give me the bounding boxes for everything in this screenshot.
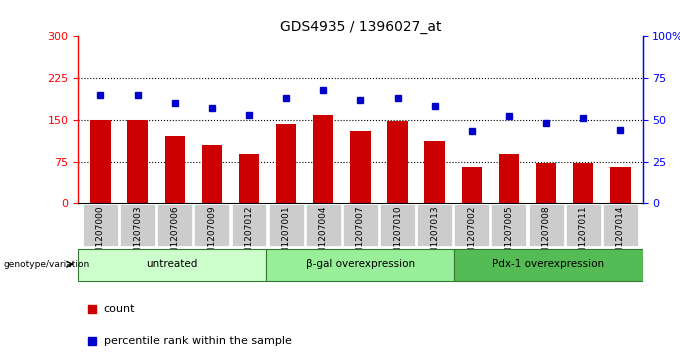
Text: GSM1207009: GSM1207009 bbox=[207, 205, 216, 266]
Text: GSM1207006: GSM1207006 bbox=[170, 205, 180, 266]
Bar bbox=[267, 249, 454, 281]
Bar bbox=[454, 249, 643, 281]
Text: genotype/variation: genotype/variation bbox=[4, 260, 90, 269]
Bar bbox=[306, 204, 341, 246]
Bar bbox=[194, 204, 229, 246]
Bar bbox=[462, 167, 482, 203]
Bar bbox=[536, 163, 556, 203]
Text: percentile rank within the sample: percentile rank within the sample bbox=[103, 336, 292, 346]
Text: β-gal overexpression: β-gal overexpression bbox=[306, 259, 415, 269]
Text: GSM1207003: GSM1207003 bbox=[133, 205, 142, 266]
Bar bbox=[165, 136, 185, 203]
Text: GSM1207000: GSM1207000 bbox=[96, 205, 105, 266]
Bar bbox=[202, 145, 222, 203]
Text: GSM1207002: GSM1207002 bbox=[467, 205, 476, 265]
Bar bbox=[232, 204, 267, 246]
Bar bbox=[528, 204, 564, 246]
Bar bbox=[424, 141, 445, 203]
Bar bbox=[498, 154, 519, 203]
Bar bbox=[610, 167, 630, 203]
Text: count: count bbox=[103, 304, 135, 314]
Text: GSM1207005: GSM1207005 bbox=[505, 205, 513, 266]
Bar bbox=[573, 163, 594, 203]
Text: GSM1207010: GSM1207010 bbox=[393, 205, 402, 266]
Bar bbox=[492, 204, 526, 246]
Text: GSM1207007: GSM1207007 bbox=[356, 205, 365, 266]
Bar bbox=[127, 120, 148, 203]
Bar bbox=[83, 204, 118, 246]
Bar bbox=[269, 204, 303, 246]
Bar bbox=[418, 204, 452, 246]
Bar bbox=[120, 204, 155, 246]
Bar bbox=[350, 131, 371, 203]
Bar bbox=[343, 204, 378, 246]
Bar bbox=[90, 120, 111, 203]
Bar bbox=[603, 204, 638, 246]
Text: Pdx-1 overexpression: Pdx-1 overexpression bbox=[492, 259, 605, 269]
Text: GSM1207008: GSM1207008 bbox=[541, 205, 551, 266]
Bar bbox=[566, 204, 600, 246]
Text: GSM1207014: GSM1207014 bbox=[616, 205, 625, 265]
Bar bbox=[78, 249, 267, 281]
Text: untreated: untreated bbox=[147, 259, 198, 269]
Bar bbox=[239, 154, 259, 203]
Bar bbox=[380, 204, 415, 246]
Bar bbox=[157, 204, 192, 246]
Text: GSM1207011: GSM1207011 bbox=[579, 205, 588, 266]
Text: GSM1207001: GSM1207001 bbox=[282, 205, 290, 266]
Title: GDS4935 / 1396027_at: GDS4935 / 1396027_at bbox=[279, 20, 441, 34]
Bar bbox=[313, 115, 333, 203]
Bar bbox=[454, 204, 489, 246]
Bar bbox=[388, 121, 408, 203]
Text: GSM1207004: GSM1207004 bbox=[319, 205, 328, 265]
Bar bbox=[276, 124, 296, 203]
Text: GSM1207012: GSM1207012 bbox=[245, 205, 254, 265]
Text: GSM1207013: GSM1207013 bbox=[430, 205, 439, 266]
